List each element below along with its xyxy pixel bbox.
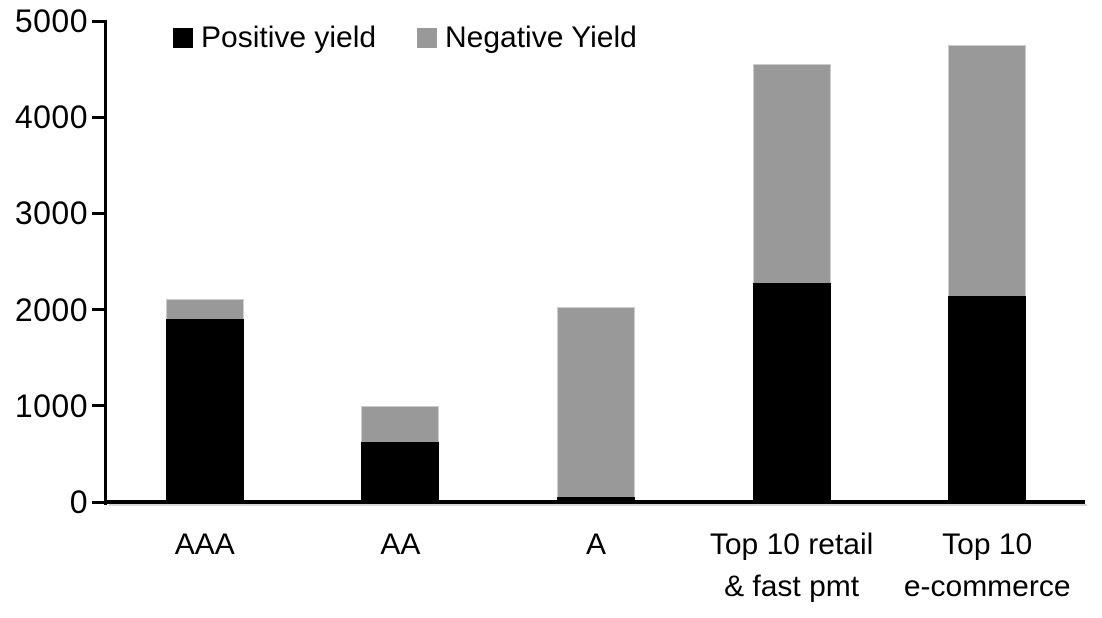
- x-axis-label-line: e-commerce: [903, 570, 1071, 603]
- bar-segment-positive-yield: [752, 282, 831, 502]
- y-axis-tick: [92, 115, 104, 119]
- x-axis-label-line: & fast pmt: [724, 570, 860, 603]
- x-axis-shadow: [109, 504, 1087, 506]
- y-axis-tick: [92, 500, 104, 504]
- y-axis-tick: [92, 211, 104, 215]
- x-axis-label: AA: [303, 524, 499, 566]
- x-axis-label-line: AAA: [174, 528, 235, 561]
- x-axis-line: [104, 500, 1085, 504]
- bar-segment-negative-yield: [165, 299, 244, 320]
- x-axis-label-line: Top 10: [942, 528, 1033, 561]
- x-axis-label: Top 10 e-commerce: [889, 524, 1085, 608]
- legend-label-negative-yield: Negative Yield: [445, 21, 637, 54]
- x-axis-label: Top 10 retail & fast pmt: [694, 524, 890, 608]
- bar-segment-negative-yield: [361, 405, 440, 443]
- x-axis-label-line: AA: [380, 528, 421, 561]
- y-axis-tick: [92, 308, 104, 312]
- x-axis-label: A: [498, 524, 694, 566]
- bar-segment-positive-yield: [165, 319, 244, 502]
- y-tick-label: 1000: [14, 387, 88, 424]
- legend-label-positive-yield: Positive yield: [201, 21, 377, 54]
- y-axis-tick: [92, 19, 104, 23]
- y-axis-line: [104, 20, 107, 505]
- bar-segment-negative-yield: [948, 45, 1027, 297]
- bar-segment-positive-yield: [557, 497, 635, 502]
- legend-swatch-positive-yield: [173, 28, 193, 48]
- y-tick-label: 0: [69, 484, 88, 520]
- bar-segment-negative-yield: [752, 64, 831, 283]
- x-axis-label-line: A: [585, 528, 606, 561]
- legend-swatch-negative-yield: [417, 28, 437, 48]
- y-tick-label: 5000: [14, 3, 88, 39]
- bar-segment-positive-yield: [361, 442, 440, 502]
- y-tick-label: 4000: [14, 99, 88, 136]
- y-tick-label: 3000: [14, 195, 88, 232]
- legend-item-negative-yield: Negative Yield: [417, 21, 637, 54]
- x-axis-label-line: Top 10 retail: [709, 528, 874, 561]
- x-axis-label: AAA: [107, 524, 303, 566]
- bar-segment-positive-yield: [948, 296, 1027, 502]
- y-axis-tick: [92, 404, 104, 408]
- y-tick-label: 2000: [14, 291, 88, 328]
- legend-item-positive-yield: Positive yield: [173, 21, 377, 54]
- bar-segment-negative-yield: [557, 306, 635, 498]
